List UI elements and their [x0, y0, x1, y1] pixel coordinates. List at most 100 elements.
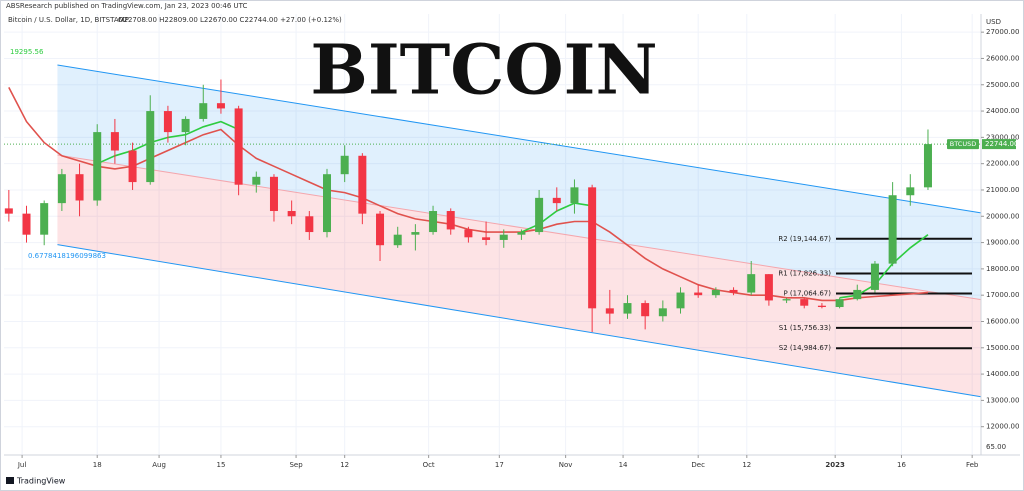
annotation: 19295.56: [10, 48, 44, 56]
y-tick-label: 21000.00: [986, 186, 1019, 194]
x-tick-label: 18: [93, 461, 102, 469]
candle-body: [22, 213, 31, 235]
y-tick-label: 24000.00: [986, 107, 1019, 115]
candle-body: [658, 308, 667, 317]
candle-body: [729, 289, 738, 293]
candle-body: [57, 174, 66, 204]
x-tick-label: 15: [216, 461, 225, 469]
y-tick-label: 13000.00: [986, 396, 1019, 404]
y-tick-label: 22000.00: [986, 160, 1019, 168]
channel-line: [57, 244, 982, 398]
candle-body: [234, 108, 243, 185]
candle-body: [888, 195, 897, 264]
x-tick-label: Sep: [289, 461, 303, 469]
channel-line: [57, 154, 982, 301]
pivot-label: R2 (19,144.67): [778, 235, 831, 243]
candle-body: [535, 197, 544, 233]
candle-body: [376, 213, 385, 246]
y-tick-label: 23000.00: [986, 133, 1019, 141]
candle-body: [93, 132, 102, 201]
price-tag-label: 22744.00: [985, 140, 1018, 148]
candle-body: [305, 216, 314, 233]
candle-body: [623, 303, 632, 314]
candle-body: [269, 176, 278, 212]
candle-body: [181, 118, 190, 133]
y-tick-label: 15000.00: [986, 344, 1019, 352]
candle-body: [146, 111, 155, 183]
candle-body: [482, 237, 491, 240]
candle-body: [782, 299, 791, 301]
footer: TradingView: [16, 477, 66, 486]
x-tick-label: Feb: [966, 461, 979, 469]
candle-body: [464, 229, 473, 238]
chart-title: BITCOIN: [310, 31, 657, 111]
x-tick-label: Aug: [152, 461, 166, 469]
pivot-label: P (17,064.67): [783, 289, 831, 297]
candle-body: [694, 292, 703, 296]
pivot-label: S2 (14,984.67): [779, 344, 831, 352]
x-tick-label: 12: [340, 461, 349, 469]
x-tick-label: 14: [619, 461, 628, 469]
candle-body: [252, 176, 261, 185]
y-tick-label: 12000.00: [986, 423, 1019, 431]
candle-body: [853, 289, 862, 300]
y-tick-label: 27000.00: [986, 28, 1019, 36]
footer-logo: [6, 477, 14, 484]
candle-body: [40, 203, 49, 235]
candle-body: [641, 303, 650, 317]
candle-body: [676, 292, 685, 309]
symbol: Bitcoin / U.S. Dollar, 1D, BITSTAMP: [8, 16, 129, 24]
candle-body: [411, 232, 420, 235]
y-tick-label: 19000.00: [986, 239, 1019, 247]
candle-body: [216, 103, 225, 109]
y-tick-label: 25000.00: [986, 81, 1019, 89]
candle-body: [4, 208, 13, 214]
ohlc: O22708.00 H22809.00 L22670.00 C22744.00 …: [118, 16, 342, 24]
y-tick-label: 26000.00: [986, 54, 1019, 62]
x-tick-label: 2023: [825, 461, 845, 469]
y-tick-label: 18000.00: [986, 265, 1019, 273]
candle-body: [923, 144, 932, 188]
x-tick-label: 12: [742, 461, 751, 469]
candle-body: [517, 232, 526, 235]
candle-body: [711, 289, 720, 296]
x-tick-label: Oct: [423, 461, 435, 469]
candle-body: [870, 263, 879, 290]
x-tick-label: Nov: [559, 461, 573, 469]
candle-body: [358, 155, 367, 214]
candle-body: [800, 299, 809, 306]
channel-upper-fill: [57, 65, 982, 300]
annotation: 0.6778418196099863: [28, 252, 106, 260]
candle-body: [199, 103, 208, 119]
candle-body: [75, 174, 84, 201]
price-tag-symbol: BTCUSD: [950, 140, 976, 148]
candle-body: [128, 150, 137, 183]
candle-body: [588, 187, 597, 309]
pivot-label: S1 (15,756.33): [779, 324, 831, 332]
candle-body: [906, 187, 915, 196]
y-axis-label: USD: [986, 18, 1001, 26]
candle-body: [835, 299, 844, 308]
candle-body: [446, 211, 455, 230]
candle-body: [110, 132, 119, 151]
source: ABSResearch published on TradingView.com…: [6, 2, 248, 10]
y-tick-label: 16000.00: [986, 317, 1019, 325]
channel-line: [57, 64, 982, 214]
x-tick-label: 16: [897, 461, 906, 469]
candle-body: [764, 274, 773, 301]
candle-body: [570, 187, 579, 204]
plot: R2 (19,144.67) R1 (17,826.33) P (17,064.67…: [4, 14, 982, 455]
candle-body: [605, 308, 614, 314]
y-tick-label: 14000.00: [986, 370, 1019, 378]
candle-body: [817, 305, 826, 308]
x-tick-label: Jul: [17, 461, 27, 469]
candle-body: [393, 234, 402, 246]
candle-body: [340, 155, 349, 175]
candle-body: [323, 174, 331, 233]
y-tick-label: 20000.00: [986, 212, 1019, 220]
candle-body: [747, 274, 756, 293]
x-tick-label: Dec: [691, 461, 705, 469]
candle-body: [552, 197, 561, 204]
